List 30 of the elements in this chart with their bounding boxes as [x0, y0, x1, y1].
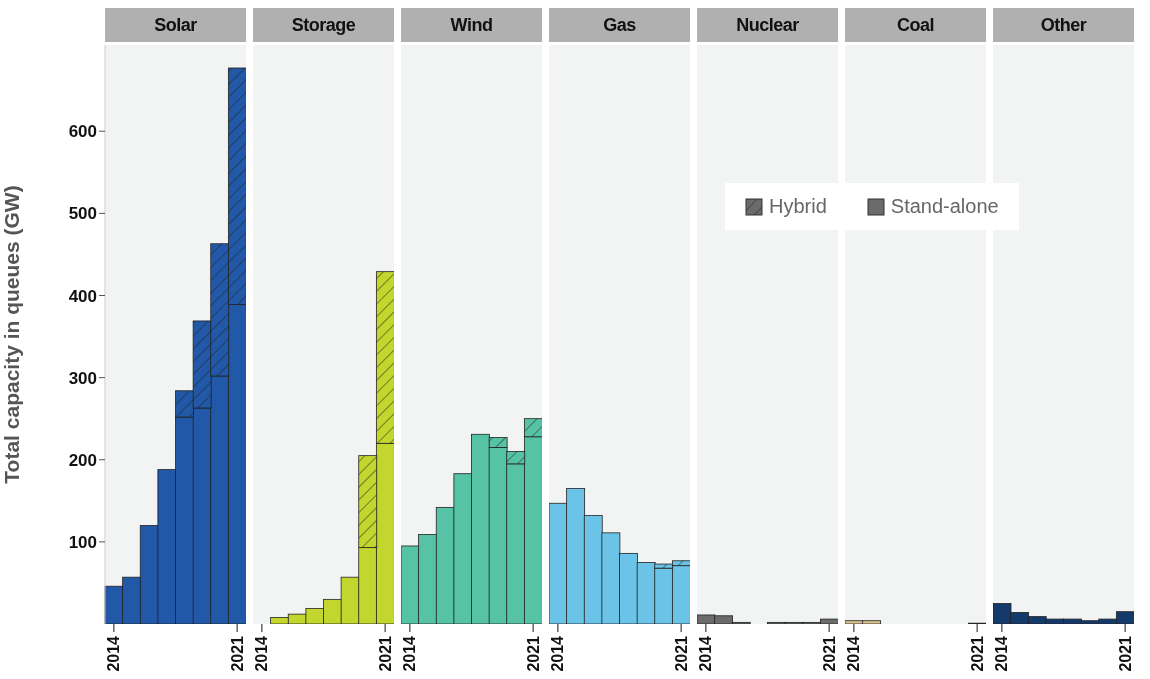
chart-title: Gas	[549, 8, 690, 42]
y-tick-label: 600	[68, 122, 97, 142]
x-tick-label: 2021	[524, 635, 542, 672]
y-tick-label: 500	[68, 204, 97, 224]
x-tick-label: 2021	[968, 635, 986, 672]
x-tick-label: 2021	[672, 635, 690, 672]
x-tick-label: 2021	[820, 635, 838, 672]
y-axis-title: Total capacity in queues (GW)	[0, 185, 24, 484]
x-tick-label: 2014	[993, 635, 1011, 672]
chart-title: Storage	[253, 8, 394, 42]
chart-title: Other	[993, 8, 1134, 42]
x-tick-label: 2021	[228, 635, 246, 672]
y-tick-label: 100	[68, 532, 97, 552]
chart-title: Nuclear	[697, 8, 838, 42]
x-tick-label: 2021	[1116, 635, 1134, 672]
x-tick-label: 2014	[845, 635, 863, 672]
x-tick-label: 2021	[376, 635, 394, 672]
chart-title: Wind	[401, 8, 542, 42]
x-tick-label: 2014	[697, 635, 715, 672]
legend-label: Hybrid	[769, 195, 827, 218]
y-tick-label: 300	[68, 368, 97, 388]
x-tick-label: 2014	[549, 635, 567, 672]
y-tick-label: 400	[68, 286, 97, 306]
chart-title: Solar	[105, 8, 246, 42]
y-tick-label: 200	[68, 450, 97, 470]
chart-title: Coal	[845, 8, 986, 42]
x-tick-label: 2014	[401, 635, 419, 672]
x-tick-label: 2014	[105, 635, 123, 672]
legend-label: Stand-alone	[890, 195, 999, 218]
x-tick-label: 2014	[253, 635, 271, 672]
